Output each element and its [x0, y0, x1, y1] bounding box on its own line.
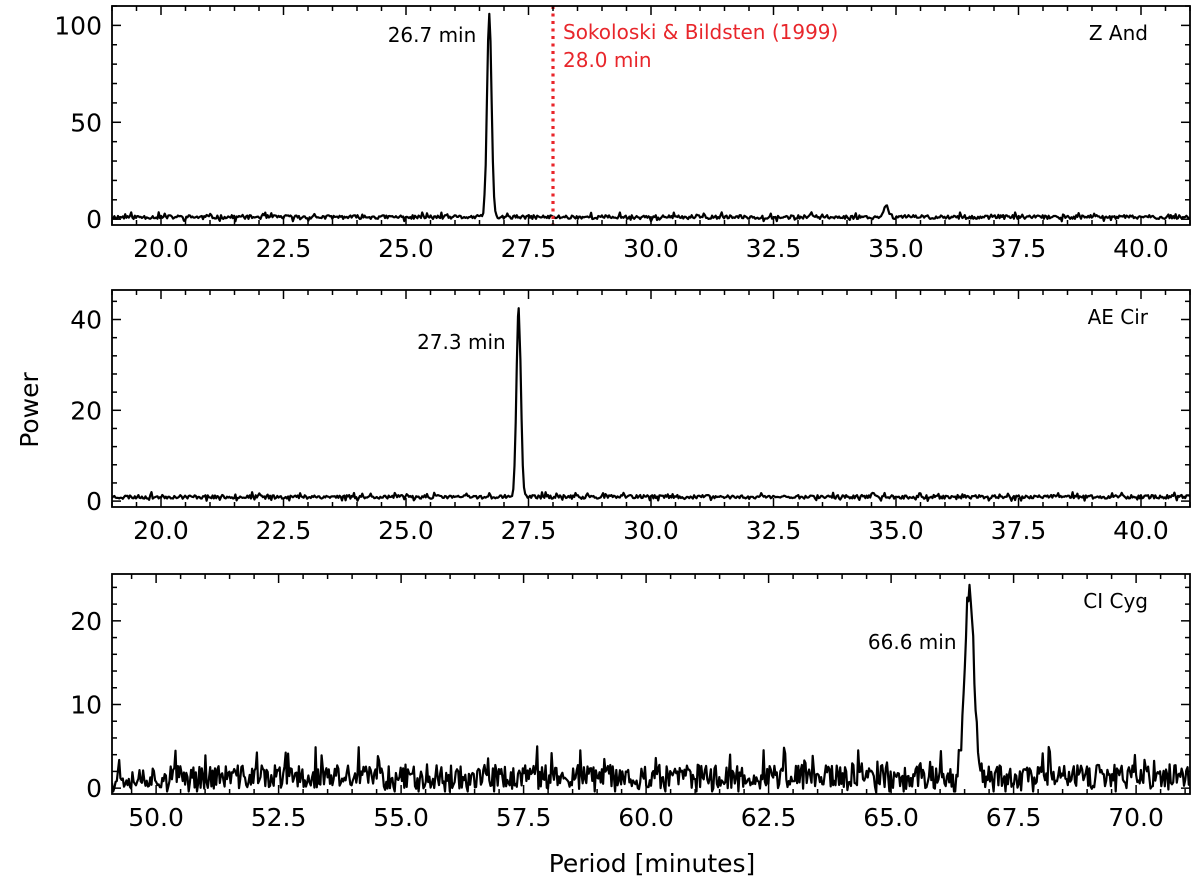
y-tick-label-ae-cir: 20: [70, 396, 102, 425]
reference-label-0: Sokoloski & Bildsten (1999): [563, 20, 838, 44]
x-tick-label-z-and: 37.5: [991, 234, 1047, 263]
x-tick-label-ae-cir: 32.5: [746, 516, 802, 545]
peak-point-ae-cir-0: [517, 307, 520, 309]
panels-group: Sokoloski & Bildsten (1999) 28.0 min 26.7 …: [54, 5, 1191, 832]
y-tick-label-ci-cyg: 10: [70, 690, 102, 719]
x-tick-label-ci-cyg: 50.0: [128, 803, 184, 832]
x-tick-label-ci-cyg: 55.0: [373, 803, 429, 832]
y-axis-label: Power: [15, 371, 44, 447]
x-tick-label-z-and: 35.0: [868, 234, 924, 263]
y-tick-label-ci-cyg: 0: [86, 774, 102, 803]
panel-label-ae-cir: AE Cir: [1088, 305, 1149, 329]
x-tick-label-z-and: 25.0: [378, 234, 434, 263]
plot-frame-ci-cyg: [111, 573, 1191, 795]
peak-annotation-z-and: 26.7 min: [388, 23, 477, 47]
series-line-ae-cir: [112, 307, 1190, 502]
series-line-ci-cyg: [112, 583, 1190, 794]
x-tick-label-ae-cir: 40.0: [1113, 516, 1169, 545]
x-tick-label-ci-cyg: 52.5: [251, 803, 307, 832]
x-tick-label-z-and: 40.0: [1113, 234, 1169, 263]
reference-label-1: 28.0 min: [563, 48, 652, 72]
peak-annotation-ci-cyg: 66.6 min: [868, 630, 957, 654]
peak-annotation-ae-cir: 27.3 min: [417, 330, 506, 354]
x-tick-label-ci-cyg: 65.0: [863, 803, 919, 832]
x-tick-label-ae-cir: 35.0: [868, 516, 924, 545]
panel-ci-cyg: 66.6 min CI Cyg 50.0 52.5 55.0 57.5 60.0 62.5 65…: [70, 573, 1191, 832]
x-tick-label-ae-cir: 37.5: [991, 516, 1047, 545]
x-tick-label-z-and: 20.0: [133, 234, 189, 263]
y-tick-label-z-and: 100: [54, 11, 102, 40]
panel-z-and: Sokoloski & Bildsten (1999) 28.0 min 26.7 …: [54, 5, 1191, 263]
x-tick-label-ci-cyg: 67.5: [986, 803, 1042, 832]
x-tick-label-ae-cir: 20.0: [133, 516, 189, 545]
y-tick-label-z-and: 50: [70, 108, 102, 137]
peak-point-z-and-0: [488, 12, 491, 15]
panel-ae-cir: 27.3 min AE Cir 20.0 22.5 25.0 27.5 30.0 32.5 35…: [70, 289, 1191, 545]
y-tick-label-ae-cir: 0: [86, 487, 102, 516]
peak-point-z-and-1: [885, 204, 887, 207]
y-tick-label-z-and: 0: [86, 205, 102, 234]
x-tick-label-ci-cyg: 70.0: [1108, 803, 1164, 832]
x-tick-label-ae-cir: 27.5: [501, 516, 557, 545]
x-axis-label: Period [minutes]: [549, 849, 756, 878]
x-tick-label-ci-cyg: 57.5: [496, 803, 552, 832]
x-tick-label-ci-cyg: 62.5: [741, 803, 797, 832]
panel-label-ci-cyg: CI Cyg: [1083, 589, 1148, 613]
plot-frame-ae-cir: [111, 289, 1191, 508]
x-tick-label-ae-cir: 22.5: [256, 516, 312, 545]
x-tick-label-z-and: 27.5: [501, 234, 557, 263]
x-tick-label-z-and: 22.5: [256, 234, 312, 263]
peak-point-ci-cyg-0: [968, 584, 971, 586]
x-tick-label-ci-cyg: 60.0: [618, 803, 674, 832]
y-tick-label-ci-cyg: 20: [70, 607, 102, 636]
y-tick-label-ae-cir: 40: [70, 306, 102, 335]
x-tick-label-z-and: 30.0: [623, 234, 679, 263]
x-tick-label-ae-cir: 30.0: [623, 516, 679, 545]
x-tick-label-ae-cir: 25.0: [378, 516, 434, 545]
series-line-z-and: [112, 12, 1190, 223]
x-tick-label-z-and: 32.5: [746, 234, 802, 263]
panel-label-z-and: Z And: [1089, 21, 1148, 45]
